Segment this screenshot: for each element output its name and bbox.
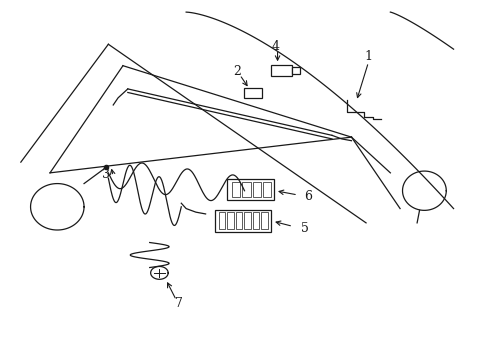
- Bar: [252, 182, 260, 197]
- Text: 3: 3: [102, 168, 110, 181]
- Bar: [271, 65, 291, 76]
- Text: 7: 7: [175, 297, 183, 310]
- Bar: [262, 182, 270, 197]
- Bar: [232, 182, 240, 197]
- Bar: [244, 212, 250, 229]
- Bar: [235, 212, 242, 229]
- Bar: [215, 210, 271, 232]
- Bar: [291, 67, 300, 73]
- Text: 2: 2: [233, 64, 241, 77]
- Text: 6: 6: [303, 190, 311, 203]
- Text: 5: 5: [301, 222, 308, 235]
- Bar: [218, 212, 225, 229]
- Text: 4: 4: [271, 40, 280, 53]
- Bar: [227, 212, 233, 229]
- Bar: [227, 179, 273, 200]
- Text: 1: 1: [364, 50, 372, 63]
- Bar: [242, 182, 250, 197]
- Bar: [244, 88, 261, 98]
- Bar: [261, 212, 267, 229]
- Bar: [252, 212, 259, 229]
